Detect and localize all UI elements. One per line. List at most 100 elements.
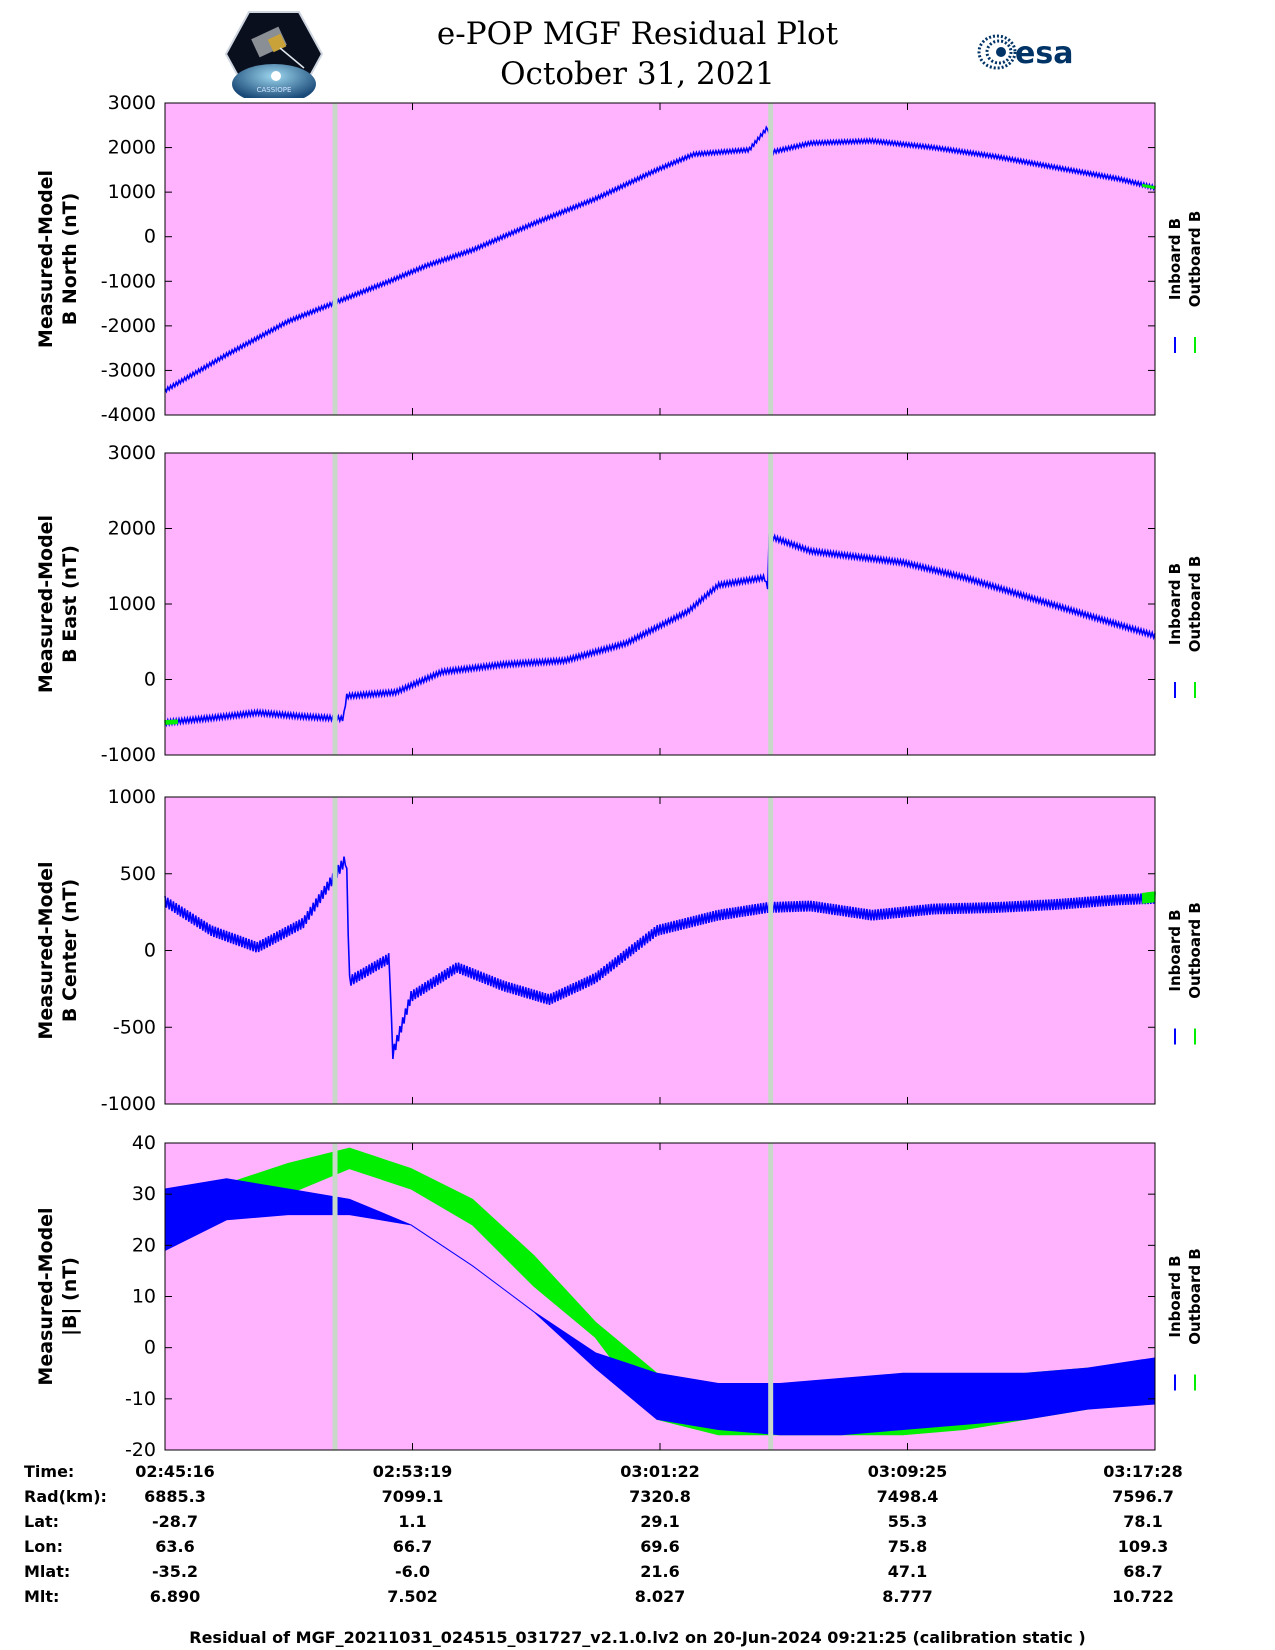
y-axis-label-line2: B East (nT) xyxy=(59,545,81,663)
ephemeris-value: 7.502 xyxy=(387,1587,438,1606)
panel-b-east: 3000 2000 1000 0 -1000 Measured-Model B East (… xyxy=(35,442,1204,766)
y-axis-label-line2: B North (nT) xyxy=(59,193,81,326)
esa-logo-text: esa xyxy=(1015,36,1073,71)
ephemeris-value: 55.3 xyxy=(887,1512,928,1531)
y-tick-label: -1000 xyxy=(101,270,156,292)
data-gap-marker xyxy=(768,103,774,415)
ephemeris-value: 63.6 xyxy=(155,1537,195,1556)
title-date: October 31, 2021 xyxy=(500,56,775,92)
ephemeris-row: Lon: 63.6 66.7 69.6 75.8 109.3 xyxy=(0,1537,1275,1561)
ephemeris-value: 66.7 xyxy=(392,1537,433,1556)
legend-inboard-label: Inboard B xyxy=(1166,909,1184,991)
y-axis-label-line1: Measured-Model xyxy=(35,861,57,1039)
legend-inboard-label: Inboard B xyxy=(1166,218,1184,300)
plot-title: e-POP MGF Residual Plot October 31, 2021 xyxy=(0,14,1275,94)
ephemeris-value: 69.6 xyxy=(640,1537,680,1556)
ephemeris-value: 1.1 xyxy=(398,1512,427,1531)
y-tick-label: 0 xyxy=(144,226,156,248)
data-gap-marker xyxy=(768,797,774,1104)
ephemeris-value: 68.7 xyxy=(1123,1562,1163,1581)
ephemeris-value: 21.6 xyxy=(640,1562,680,1581)
y-tick-label: 2000 xyxy=(108,137,156,159)
ephemeris-table: Time: 02:45:16 02:53:19 03:01:22 03:09:25 03:… xyxy=(0,1462,1275,1612)
ephemeris-row: Mlt: 6.890 7.502 8.027 8.777 10.722 xyxy=(0,1587,1275,1611)
y-tick-label: -20 xyxy=(125,1439,156,1461)
esa-logo-swirl xyxy=(977,34,1017,70)
ephemeris-value: 8.777 xyxy=(882,1587,933,1606)
y-axis-label-line1: Measured-Model xyxy=(35,1207,57,1385)
y-tick-label: -1000 xyxy=(101,744,156,766)
ephemeris-row-label: Lat: xyxy=(24,1512,60,1531)
ephemeris-value: 7596.7 xyxy=(1112,1487,1174,1506)
y-axis-label-line2: |B| (nT) xyxy=(59,1257,81,1336)
ephemeris-value: 75.8 xyxy=(887,1537,928,1556)
ephemeris-value: 6885.3 xyxy=(144,1487,206,1506)
legend: Inboard B Outboard B xyxy=(1166,556,1204,653)
y-tick-label: 1000 xyxy=(108,786,156,808)
cassiope-logo-text: CASSIOPE xyxy=(257,86,292,94)
ephemeris-value: 10.722 xyxy=(1112,1587,1174,1606)
ephemeris-row-label: Mlt: xyxy=(24,1587,60,1606)
series-outboard-b xyxy=(1141,891,1156,904)
panel-b-magnitude: 40 30 20 10 0 -10 -20 Measured-Model |B| (nT) Inb… xyxy=(35,1132,1204,1461)
data-gap-marker xyxy=(768,453,774,755)
y-tick-label: 0 xyxy=(144,940,156,962)
title-line-1: e-POP MGF Residual Plot xyxy=(436,16,839,52)
ephemeris-row-label: Lon: xyxy=(24,1537,63,1556)
data-gap-marker xyxy=(768,1143,774,1450)
legend-outboard-label: Outboard B xyxy=(1186,1248,1204,1345)
y-tick-label: 40 xyxy=(132,1132,156,1154)
footer-caption: Residual of MGF_20211031_024515_031727_v… xyxy=(189,1628,1086,1647)
ephemeris-value: 7320.8 xyxy=(629,1487,691,1506)
y-axis-label: Measured-Model |B| (nT) xyxy=(35,1207,81,1385)
residual-plots: 3000200010000-1000-2000-3000-4000Measure… xyxy=(35,92,1204,1461)
plot-area xyxy=(165,797,1155,1104)
ephemeris-value: -6.0 xyxy=(395,1562,430,1581)
y-tick-label: 0 xyxy=(144,1337,156,1359)
ephemeris-value: 03:09:25 xyxy=(867,1462,948,1481)
legend: Inboard B Outboard B xyxy=(1166,1248,1204,1345)
y-tick-label: -3000 xyxy=(101,359,156,381)
plot-area xyxy=(165,103,1155,415)
series-inboard-b xyxy=(164,532,1156,728)
series-outboard-b xyxy=(164,719,179,725)
panel-b-center: 1000 500 0 -500 -1000 Measured-Model B Center … xyxy=(35,786,1204,1115)
ephemeris-value: 7498.4 xyxy=(876,1487,939,1506)
legend-outboard-label: Outboard B xyxy=(1186,211,1204,308)
ephemeris-value: 78.1 xyxy=(1123,1512,1163,1531)
ephemeris-value: 6.890 xyxy=(149,1587,201,1606)
ephemeris-value: 47.1 xyxy=(887,1562,928,1581)
y-tick-label: -4000 xyxy=(101,404,156,426)
ephemeris-row-label: Rad(km): xyxy=(24,1487,107,1506)
ephemeris-value: 8.027 xyxy=(634,1587,686,1606)
series-inboard-b xyxy=(164,856,1156,1060)
ephemeris-row: Rad(km): 6885.3 7099.1 7320.8 7498.4 7596.7 xyxy=(0,1487,1275,1511)
y-tick-label: 3000 xyxy=(108,92,156,114)
legend: Inboard B Outboard B xyxy=(1166,902,1204,999)
legend-outboard-label: Outboard B xyxy=(1186,902,1204,999)
y-axis-label: Measured-Model B North (nT) xyxy=(35,170,81,348)
ephemeris-value: 03:17:28 xyxy=(1103,1462,1183,1481)
y-axis-label-line1: Measured-Model xyxy=(35,170,57,348)
y-tick-label: 30 xyxy=(132,1183,156,1205)
data-gap-marker xyxy=(332,453,338,755)
data-gap-marker xyxy=(332,797,338,1104)
y-axis-label-line2: B Center (nT) xyxy=(59,879,81,1022)
ephemeris-value: -35.2 xyxy=(151,1562,199,1581)
legend-inboard-label: Inboard B xyxy=(1166,1255,1184,1337)
legend: Inboard B Outboard B xyxy=(1166,211,1204,308)
ephemeris-row-label: Time: xyxy=(24,1462,75,1481)
y-tick-label: -10 xyxy=(125,1388,156,1410)
plot-area xyxy=(165,453,1155,755)
y-tick-label: -2000 xyxy=(101,315,156,337)
ephemeris-row: Mlat: -35.2 -6.0 21.6 47.1 68.7 xyxy=(0,1562,1275,1586)
y-tick-label: 10 xyxy=(132,1286,156,1308)
ephemeris-value: 02:45:16 xyxy=(135,1462,215,1481)
ephemeris-value: 03:01:22 xyxy=(620,1462,700,1481)
y-tick-label: 3000 xyxy=(108,442,156,464)
series-outboard-b xyxy=(1141,184,1156,190)
y-tick-label: 2000 xyxy=(108,518,156,540)
y-tick-label: 1000 xyxy=(108,593,156,615)
ephemeris-value: 7099.1 xyxy=(381,1487,444,1506)
ephemeris-value: 02:53:19 xyxy=(372,1462,453,1481)
